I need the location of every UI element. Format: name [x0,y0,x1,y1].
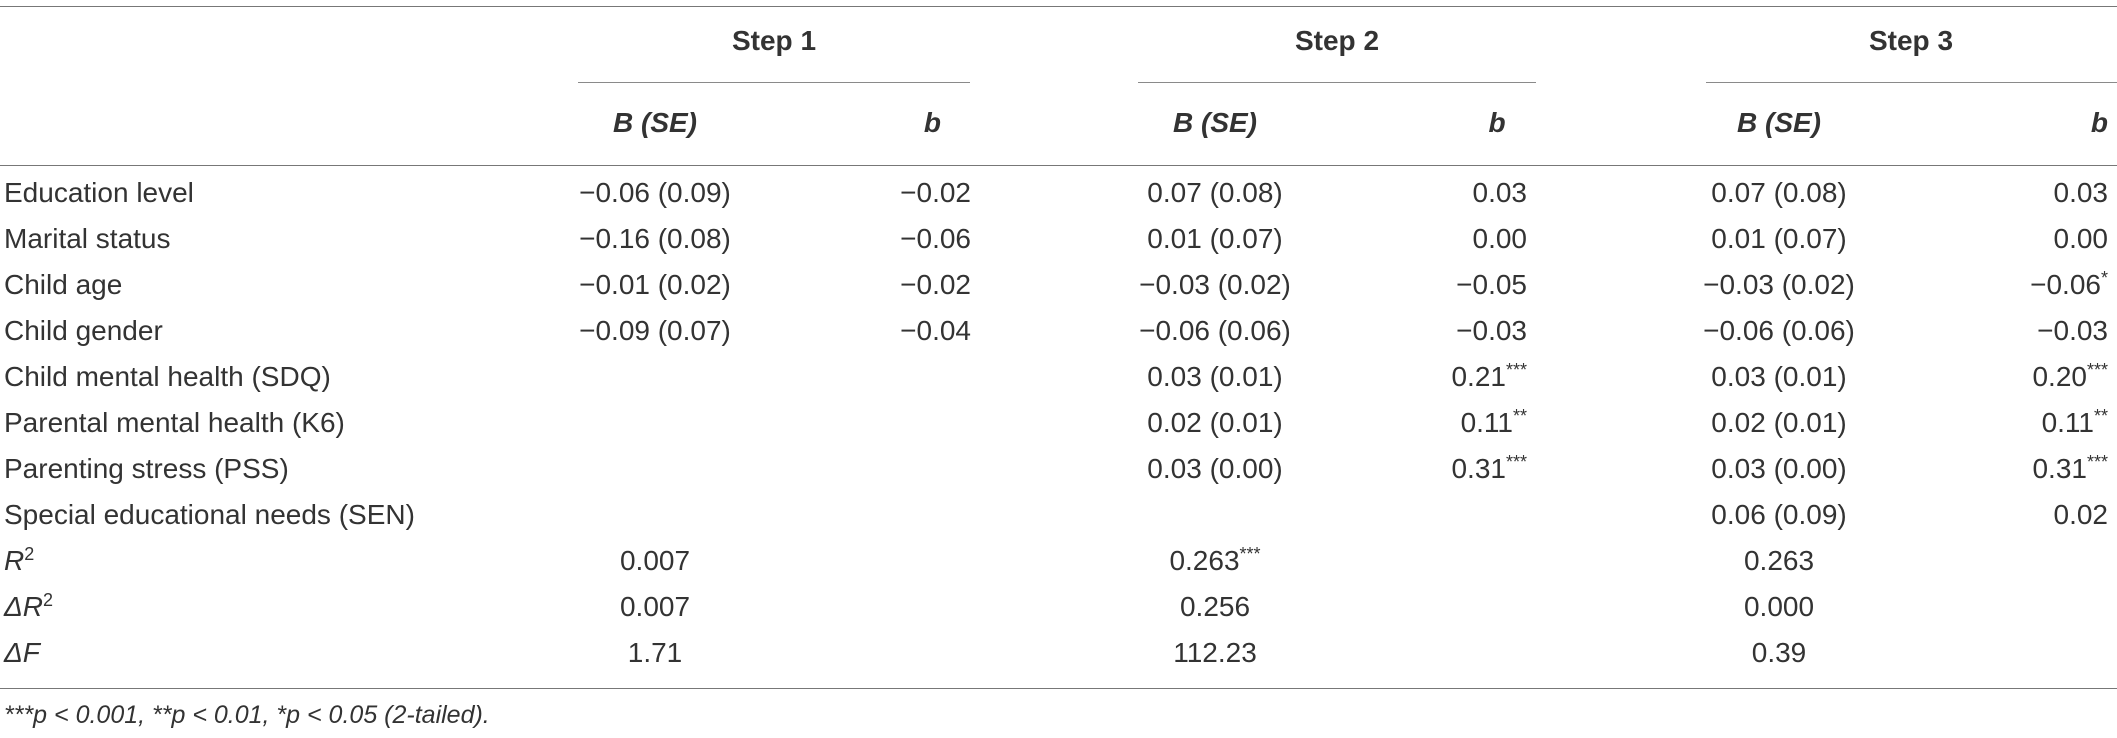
cell-s3-bse: 0.03 (0.01) [1711,361,1847,392]
cell-s3-bse: 0.03 (0.00) [1711,453,1847,484]
cell-s3-b: 0.02 [2053,499,2109,530]
row-label: Child mental health (SDQ) [4,361,331,392]
row-label: Child gender [4,315,163,346]
cell-s2-b: 0.31*** [1451,452,1527,484]
row-label: Child age [4,269,123,300]
cell-s3-b: 0.00 [2053,223,2109,254]
cell-s3-bse: 0.01 (0.07) [1711,223,1847,254]
cell-s1-b: −0.02 [900,269,971,300]
cell-s2-b: −0.05 [1456,269,1527,300]
step1-underline [578,82,970,83]
stat-s3: 0.000 [1743,591,1815,622]
cell-s1-b: −0.06 [900,223,971,254]
cell-s2-bse: 0.07 (0.08) [1147,177,1283,208]
cell-s3-b: 0.20*** [2032,360,2108,392]
cell-s2-bse: 0.01 (0.07) [1147,223,1283,254]
step1-b-header: b [923,107,941,138]
stat-s1: 0.007 [619,591,691,622]
cell-s3-b: 0.03 [2053,177,2109,208]
cell-s2-b: 0.21*** [1451,360,1527,392]
step1-header: Step 1 [731,25,817,56]
step2-header: Step 2 [1294,25,1380,56]
stat-label-text: ΔF [4,637,40,668]
stat-s2: 0.256 [1179,591,1251,622]
cell-s2-bse: −0.03 (0.02) [1139,269,1291,300]
stat-s2: 0.263*** [1169,544,1261,576]
stat-label: R2 [4,544,34,578]
header-bottom-rule [0,165,2117,166]
cell-s3-bse: 0.02 (0.01) [1711,407,1847,438]
step3-bse-header: B (SE) [1737,107,1821,138]
step3-b-header: b [2090,107,2108,138]
cell-s2-bse: 0.02 (0.01) [1147,407,1283,438]
step2-underline [1138,82,1536,83]
cell-s1-bse: −0.09 (0.07) [579,315,731,346]
row-label: Marital status [4,223,171,254]
stat-label: ΔF [4,636,40,670]
stat-label-text: R [4,545,25,576]
step2-bse-header: B (SE) [1173,107,1257,138]
stat-s2: 112.23 [1173,637,1257,668]
step3-underline [1706,82,2117,83]
cell-s3-bse: 0.07 (0.08) [1711,177,1847,208]
step2-b-header: b [1488,107,1506,138]
row-label: Special educational needs (SEN) [4,499,415,530]
cell-s2-bse: −0.06 (0.06) [1139,315,1291,346]
stat-label-text: ΔR [4,591,44,622]
row-label: Parenting stress (PSS) [4,453,289,484]
cell-s2-b: 0.03 [1472,177,1528,208]
table-bottom-rule [0,688,2117,689]
table-top-rule [0,6,2117,7]
step1-bse-header: B (SE) [613,107,697,138]
table-footnote: ***p < 0.001, **p < 0.01, *p < 0.05 (2-t… [4,701,490,729]
cell-s1-bse: −0.06 (0.09) [579,177,731,208]
stat-s1: 1.71 [627,637,683,668]
cell-s3-bse: −0.06 (0.06) [1703,315,1855,346]
cell-s1-b: −0.02 [900,177,971,208]
cell-s2-bse: 0.03 (0.01) [1147,361,1283,392]
cell-s3-b: 0.11** [2041,406,2108,438]
cell-s2-b: 0.00 [1472,223,1528,254]
cell-s1-b: −0.04 [900,315,971,346]
row-label: Education level [4,177,194,208]
cell-s3-b: −0.03 [2037,315,2108,346]
stat-label-sup: 2 [43,590,54,610]
stat-s1: 0.007 [619,545,691,576]
row-label: Parental mental health (K6) [4,407,345,438]
step3-header: Step 3 [1868,25,1954,56]
stat-label: ΔR2 [4,590,53,624]
cell-s3-bse: −0.03 (0.02) [1703,269,1855,300]
cell-s3-b: 0.31*** [2032,452,2108,484]
cell-s2-b: −0.03 [1456,315,1527,346]
cell-s2-bse: 0.03 (0.00) [1147,453,1283,484]
cell-s1-bse: −0.01 (0.02) [579,269,731,300]
stat-label-sup: 2 [24,544,35,564]
cell-s3-bse: 0.06 (0.09) [1711,499,1847,530]
cell-s2-b: 0.11** [1460,406,1527,438]
cell-s1-bse: −0.16 (0.08) [579,223,731,254]
stat-s3: 0.39 [1751,637,1807,668]
stat-s3: 0.263 [1743,545,1815,576]
cell-s3-b: −0.06* [2030,268,2108,300]
